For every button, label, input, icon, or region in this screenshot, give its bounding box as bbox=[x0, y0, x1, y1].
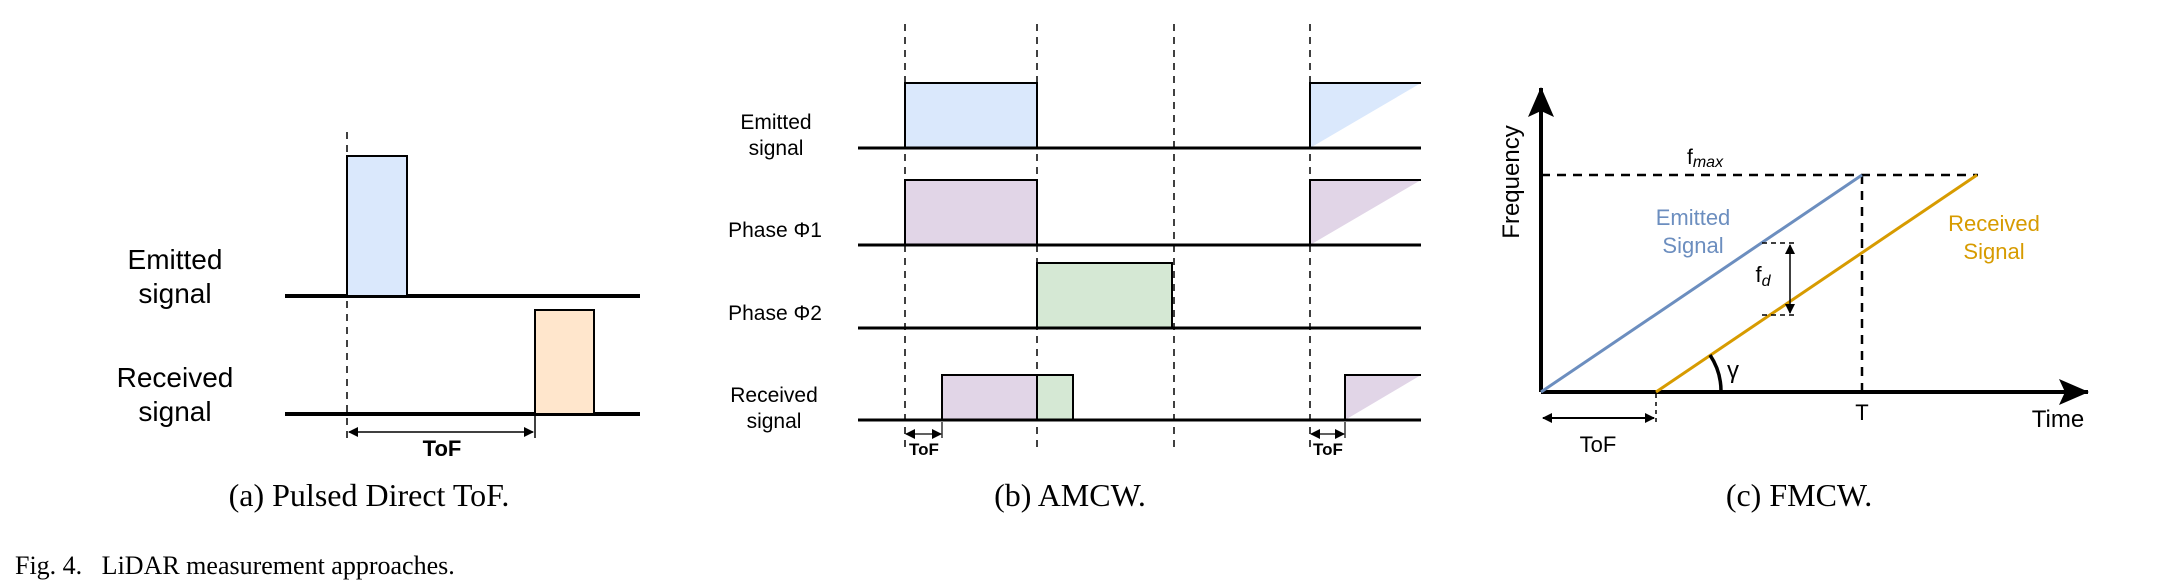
received-label-line2: signal bbox=[747, 410, 802, 433]
fd-base: f bbox=[1755, 262, 1762, 287]
phase1-label: Phase Φ1 bbox=[728, 219, 822, 242]
received-pulse-phase1-part bbox=[941, 374, 1038, 421]
caption-a: (a) Pulsed Direct ToF. bbox=[229, 477, 510, 513]
received-pulse-2 bbox=[1344, 374, 1421, 420]
figure-caption: Fig. 4. LiDAR measurement approaches. bbox=[15, 551, 455, 580]
emitted-pulse-1 bbox=[904, 82, 1038, 149]
y-axis-label: Frequency bbox=[1498, 125, 1525, 238]
phase2-pulse bbox=[1036, 262, 1173, 329]
tof-label: ToF bbox=[1580, 432, 1617, 457]
received-signal-label-line2: Signal bbox=[1963, 239, 2024, 264]
received-signal-label-line1: Received bbox=[1948, 211, 2040, 236]
emitted-pulse-2 bbox=[1309, 82, 1421, 148]
received-label-line1: Received bbox=[730, 384, 818, 407]
gamma-label: γ bbox=[1727, 357, 1739, 384]
emitted-pulse bbox=[346, 155, 408, 297]
tof-left-label: ToF bbox=[909, 440, 939, 459]
fd-label: fd bbox=[1755, 262, 1771, 290]
emitted-label-line1: Emitted bbox=[740, 111, 811, 134]
tof-right-label: ToF bbox=[1313, 440, 1343, 459]
phase1-pulse-2 bbox=[1309, 179, 1421, 245]
received-label-line2: signal bbox=[138, 396, 211, 427]
phase1-pulse-1 bbox=[904, 179, 1038, 246]
received-pulse-phase2-part bbox=[1036, 374, 1074, 421]
emitted-label-line2: signal bbox=[749, 137, 804, 160]
t-tick-label: T bbox=[1855, 400, 1868, 425]
x-axis-label: Time bbox=[2032, 406, 2084, 433]
emitted-label-line1: Emitted bbox=[128, 244, 223, 275]
fmax-label: fmax bbox=[1687, 146, 1724, 171]
emitted-signal-label-line2: Signal bbox=[1662, 233, 1723, 258]
fmax-subscript: max bbox=[1693, 154, 1724, 171]
phase2-label: Phase Φ2 bbox=[728, 302, 822, 325]
received-label-line1: Received bbox=[117, 362, 234, 393]
fmax-base: f bbox=[1687, 146, 1693, 169]
emitted-chirp bbox=[1540, 173, 1863, 394]
caption-c: (c) FMCW. bbox=[1726, 477, 1872, 513]
panel-a-pulsed-tof: Emitted signal Received signal ToF (a) P… bbox=[117, 132, 640, 513]
gamma-angle-arc bbox=[1708, 354, 1723, 393]
emitted-signal-label-line1: Emitted bbox=[1656, 205, 1731, 230]
caption-b: (b) AMCW. bbox=[994, 477, 1146, 513]
panel-c-fmcw: Frequency Time fmax T Emitted Signal Rec… bbox=[1498, 87, 2089, 513]
fd-subscript: d bbox=[1762, 273, 1772, 290]
panel-b-amcw: Emitted signal Phase Φ1 Phase Φ2 Receive… bbox=[728, 24, 1421, 513]
tof-label: ToF bbox=[423, 436, 462, 461]
received-pulse bbox=[534, 309, 595, 415]
emitted-label-line2: signal bbox=[138, 278, 211, 309]
